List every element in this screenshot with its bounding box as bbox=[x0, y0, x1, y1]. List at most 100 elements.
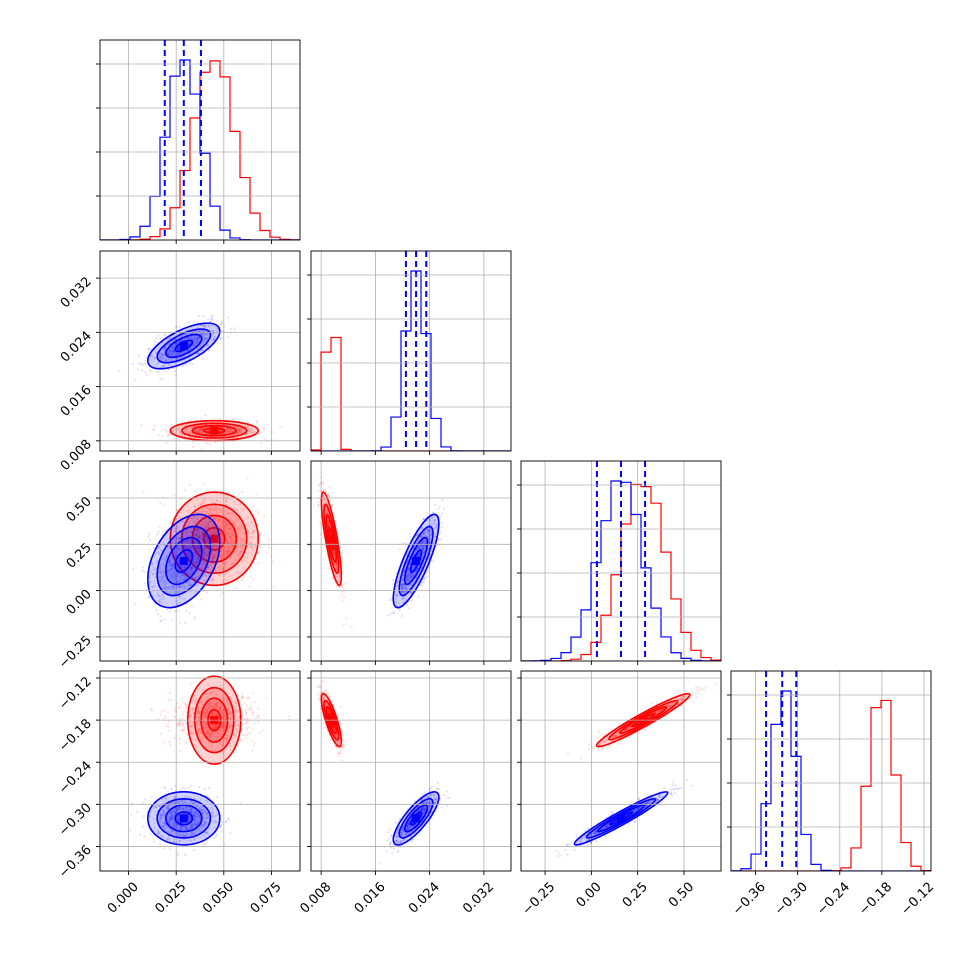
scatter-point bbox=[240, 430, 243, 433]
scatter-point bbox=[332, 550, 335, 554]
scatter-point bbox=[318, 484, 321, 487]
scatter-point bbox=[195, 533, 198, 536]
scatter-point bbox=[193, 429, 197, 433]
scatter-point bbox=[422, 518, 426, 521]
scatter-point bbox=[427, 557, 430, 560]
scatter-point bbox=[212, 544, 216, 547]
scatter-point bbox=[387, 614, 390, 617]
scatter-point bbox=[171, 347, 174, 350]
scatter-point bbox=[192, 338, 195, 341]
scatter-point bbox=[204, 524, 207, 527]
scatter-point bbox=[194, 578, 197, 581]
scatter-point bbox=[152, 568, 155, 571]
scatter-point bbox=[222, 524, 225, 527]
scatter-point bbox=[172, 571, 176, 574]
scatter-point bbox=[407, 571, 410, 575]
scatter-point bbox=[239, 430, 242, 434]
scatter-point bbox=[439, 531, 442, 534]
scatter-point bbox=[203, 539, 206, 542]
scatter-point bbox=[227, 541, 230, 545]
scatter-point bbox=[177, 722, 181, 725]
scatter-point bbox=[209, 564, 212, 567]
scatter-point bbox=[205, 339, 208, 342]
scatter-point bbox=[201, 342, 204, 345]
scatter-point bbox=[165, 581, 168, 584]
scatter-point bbox=[195, 429, 198, 432]
scatter-point bbox=[422, 546, 425, 549]
scatter-point bbox=[210, 505, 213, 508]
scatter-point bbox=[400, 585, 404, 588]
scatter-point bbox=[319, 533, 322, 536]
scatter-point bbox=[257, 707, 260, 710]
scatter-point bbox=[251, 711, 254, 714]
scatter-point bbox=[396, 581, 399, 584]
scatter-point bbox=[239, 430, 242, 434]
scatter-point bbox=[238, 427, 242, 430]
scatter-point bbox=[143, 571, 146, 574]
scatter-point bbox=[171, 350, 174, 354]
scatter-point bbox=[243, 531, 246, 535]
scatter-point bbox=[224, 561, 227, 564]
scatter-point bbox=[229, 328, 233, 331]
scatter-series-1 bbox=[132, 483, 242, 625]
scatter-point bbox=[229, 427, 232, 430]
scatter-point bbox=[320, 526, 324, 529]
scatter-point bbox=[177, 348, 180, 351]
scatter-point bbox=[174, 574, 177, 577]
scatter-point bbox=[438, 505, 441, 508]
scatter-point bbox=[162, 353, 166, 356]
scatter-point bbox=[327, 524, 331, 527]
scatter-point bbox=[215, 509, 218, 513]
scatter-point bbox=[175, 536, 178, 539]
scatter-point bbox=[150, 370, 153, 373]
scatter-point bbox=[165, 555, 169, 558]
scatter-point bbox=[184, 333, 187, 336]
scatter-point bbox=[191, 530, 194, 533]
scatter-point bbox=[165, 556, 168, 559]
scatter-point bbox=[161, 571, 164, 574]
scatter-point bbox=[202, 324, 205, 327]
scatter-point bbox=[427, 541, 431, 544]
scatter-point bbox=[211, 318, 214, 321]
scatter-point bbox=[176, 561, 180, 564]
scatter-point bbox=[431, 511, 434, 514]
scatter-point bbox=[322, 498, 325, 501]
scatter-point bbox=[178, 537, 181, 540]
scatter-point bbox=[226, 571, 229, 575]
scatter-point bbox=[164, 579, 167, 582]
scatter-point bbox=[199, 428, 202, 431]
scatter-point bbox=[332, 552, 335, 555]
scatter-point bbox=[202, 337, 205, 340]
scatter-point bbox=[225, 550, 229, 553]
scatter-point bbox=[159, 377, 162, 380]
scatter-point bbox=[202, 500, 205, 503]
scatter-point bbox=[163, 586, 166, 590]
scatter-point bbox=[338, 585, 341, 589]
scatter-point bbox=[158, 599, 161, 603]
panel-frame bbox=[99, 39, 301, 241]
scatter-point bbox=[333, 552, 336, 555]
scatter-point bbox=[158, 566, 162, 570]
scatter-point bbox=[220, 540, 223, 544]
scatter-point bbox=[333, 581, 336, 584]
scatter-point bbox=[188, 343, 191, 346]
scatter-point bbox=[434, 503, 437, 506]
scatter-point bbox=[211, 316, 214, 319]
scatter-point bbox=[426, 528, 429, 531]
scatter-point bbox=[181, 433, 184, 436]
scatter-point bbox=[230, 536, 233, 539]
scatter-point bbox=[326, 509, 329, 512]
scatter-point bbox=[189, 568, 193, 571]
scatter-point bbox=[220, 555, 223, 559]
scatter-point bbox=[236, 428, 239, 431]
scatter-point bbox=[236, 558, 240, 561]
scatter-point bbox=[141, 566, 145, 569]
scatter-point bbox=[326, 512, 330, 515]
scatter-point bbox=[184, 540, 187, 543]
scatter-point bbox=[406, 575, 409, 578]
scatter-point bbox=[151, 355, 154, 358]
scatter-point bbox=[421, 526, 425, 530]
scatter-point bbox=[402, 573, 405, 577]
scatter-point bbox=[406, 577, 409, 581]
scatter-point bbox=[322, 495, 325, 498]
